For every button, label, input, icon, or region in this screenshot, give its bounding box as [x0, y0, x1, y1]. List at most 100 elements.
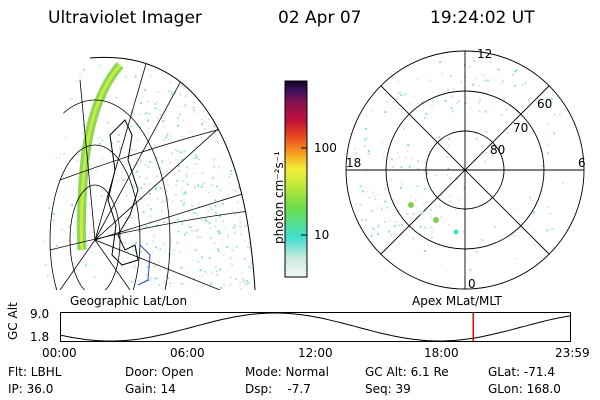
speckle-dot: [164, 250, 167, 253]
speckle-dot: [501, 81, 504, 84]
speckle-dot: [216, 141, 219, 144]
speckle-dot: [244, 224, 247, 227]
speckle-dot: [183, 150, 186, 152]
speckle-dot: [177, 169, 180, 172]
speckle-dot: [251, 163, 254, 166]
speckle-dot: [243, 152, 246, 155]
speckle-dot: [206, 220, 209, 223]
speckle-dot: [214, 212, 217, 215]
speckle-dot: [210, 94, 213, 96]
speckle-dot: [177, 117, 179, 119]
speckle-dot: [398, 107, 401, 110]
speckle-dot: [197, 184, 200, 187]
speckle-dot: [512, 73, 515, 76]
speckle-dot: [464, 96, 467, 99]
speckle-dot: [364, 139, 367, 142]
speckle-dot: [168, 161, 171, 164]
speckle-dot: [196, 213, 199, 216]
speckle-dot: [180, 151, 183, 154]
speckle-dot: [147, 165, 150, 168]
seq-value: Seq: 39: [365, 382, 411, 396]
speckle-dot: [542, 164, 544, 167]
speckle-dot: [423, 161, 426, 164]
speckle-dot: [58, 156, 61, 159]
speckle-dot: [180, 106, 183, 108]
speckle-dot: [235, 278, 238, 280]
speckle-dot: [194, 230, 197, 233]
speckle-dot: [156, 157, 159, 159]
speckle-dot: [252, 114, 254, 117]
speckle-dot: [155, 277, 158, 280]
speckle-dot: [225, 118, 228, 120]
speckle-dot: [214, 225, 217, 228]
speckle-dot: [134, 264, 137, 267]
speckle-dot: [406, 212, 409, 215]
speckle-dot: [400, 166, 403, 169]
speckle-dot: [431, 230, 434, 233]
speckle-dot: [210, 208, 213, 211]
speckle-dot: [146, 176, 149, 179]
speckle-dot: [352, 157, 355, 160]
speckle-dot: [248, 241, 251, 244]
speckle-dot: [169, 81, 172, 84]
speckle-dot: [145, 242, 148, 245]
speckle-dot: [201, 256, 204, 259]
speckle-dot: [169, 167, 172, 170]
speckle-dot: [130, 216, 133, 219]
speckle-dot: [442, 90, 445, 92]
speckle-dot: [364, 138, 367, 141]
speckle-dot: [101, 158, 104, 161]
speckle-dot: [140, 250, 143, 253]
speckle-dot: [175, 159, 178, 162]
speckle-dot: [154, 188, 157, 190]
speckle-dot: [221, 202, 224, 205]
speckle-dot: [195, 154, 197, 157]
speckle-dot: [478, 101, 481, 104]
speckle-dot: [212, 175, 215, 178]
speckle-dot: [388, 219, 391, 222]
speckle-dot: [245, 280, 248, 283]
speckle-dot: [165, 275, 168, 278]
speckle-dot: [107, 132, 110, 134]
speckle-dot: [238, 187, 240, 190]
speckle-dot: [368, 150, 370, 153]
speckle-dot: [235, 245, 238, 248]
speckle-dot: [222, 220, 225, 223]
speckle-dot: [253, 117, 255, 120]
speckle-dot: [211, 97, 214, 100]
speckle-dot: [240, 277, 243, 280]
colorbar-tick-10: 10: [314, 228, 330, 242]
speckle-dot: [185, 231, 188, 234]
speckle-dot: [528, 99, 530, 102]
speckle-dot: [366, 190, 369, 193]
speckle-dot: [156, 117, 159, 119]
speckle-dot: [154, 145, 157, 148]
timeline-tick-0600: 06:00: [170, 346, 205, 360]
speckle-dot: [193, 211, 196, 214]
speckle-dot: [361, 218, 364, 221]
door-value: Door: Open: [125, 365, 194, 379]
speckle-dot: [395, 97, 398, 100]
speckle-dot: [157, 260, 160, 263]
speckle-dot: [421, 101, 424, 104]
speckle-dot: [139, 161, 142, 163]
speckle-dot: [400, 180, 403, 183]
speckle-dot: [130, 148, 133, 151]
speckle-dot: [109, 150, 112, 153]
speckle-dot: [231, 210, 234, 213]
speckle-dot: [248, 115, 251, 118]
speckle-dot: [179, 151, 182, 154]
speckle-dot: [500, 114, 503, 116]
speckle-dot: [410, 195, 413, 198]
speckle-dot: [98, 137, 101, 139]
speckle-dot: [491, 154, 494, 157]
speckle-dot: [148, 149, 150, 152]
speckle-dot: [190, 229, 193, 232]
speckle-dot: [447, 167, 450, 170]
speckle-dot: [404, 93, 406, 96]
speckle-dot: [63, 63, 65, 66]
speckle-dot: [169, 135, 172, 138]
speckle-dot: [212, 96, 214, 99]
speckle-dot: [166, 179, 169, 182]
speckle-dot: [125, 75, 127, 78]
